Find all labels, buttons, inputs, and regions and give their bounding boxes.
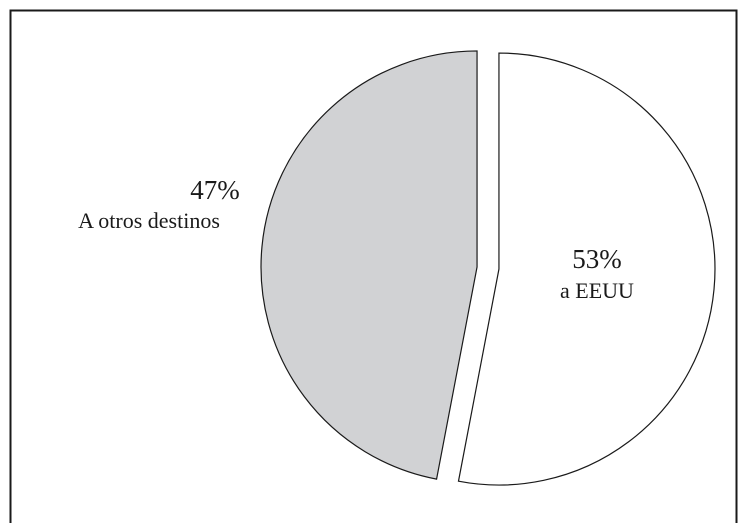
slice-name-otros: A otros destinos	[78, 208, 220, 233]
slice-name-eeuu: a EEUU	[560, 278, 634, 303]
pie-slice-eeuu	[457, 52, 716, 486]
slice-label-otros: 47% A otros destinos	[78, 175, 240, 233]
pie-slice-otros-destinos	[260, 50, 478, 480]
pie-slices	[260, 50, 716, 486]
slice-percent-otros: 47%	[190, 175, 240, 205]
slice-percent-eeuu: 53%	[572, 244, 622, 274]
slice-label-eeuu: 53% a EEUU	[560, 244, 634, 303]
chart-frame	[9, 9, 738, 523]
